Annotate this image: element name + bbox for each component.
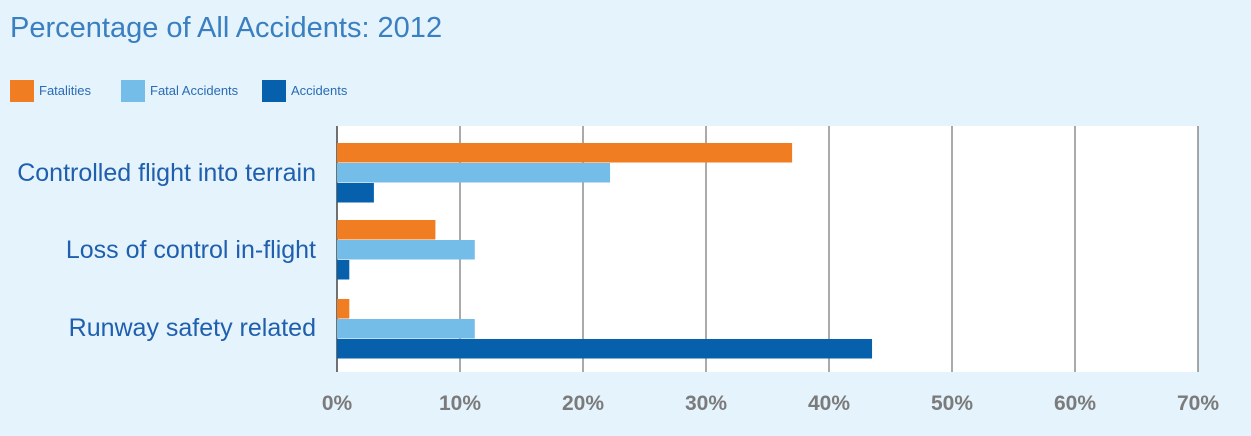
x-tick-label: 30%	[685, 392, 727, 415]
x-tick-label: 20%	[562, 392, 604, 415]
x-tick-label: 40%	[808, 392, 850, 415]
x-axis-ticks: 0% 10% 20% 30% 40% 50% 60% 70%	[322, 392, 1220, 415]
category-labels: Controlled flight into terrain Loss of co…	[17, 159, 316, 342]
legend-label: Fatal Accidents	[150, 83, 239, 98]
legend: Fatalities Fatal Accidents Accidents	[10, 80, 348, 102]
bar	[337, 183, 374, 203]
bar	[337, 299, 350, 319]
legend-label: Fatalities	[39, 83, 92, 98]
x-tick-label: 0%	[322, 392, 353, 415]
x-tick-label: 70%	[1177, 392, 1219, 415]
legend-swatch	[10, 80, 34, 102]
category-label: Loss of control in-flight	[66, 236, 316, 264]
legend-swatch	[262, 80, 286, 102]
bar	[337, 220, 436, 240]
bar	[337, 319, 475, 339]
bar	[337, 143, 793, 163]
chart-title: Percentage of All Accidents: 2012	[10, 12, 442, 44]
x-tick-label: 10%	[439, 392, 481, 415]
legend-swatch	[121, 80, 145, 102]
bars	[337, 143, 873, 359]
bar	[337, 260, 350, 280]
bar	[337, 240, 475, 260]
bar	[337, 339, 873, 359]
x-tick-label: 50%	[931, 392, 973, 415]
legend-label: Accidents	[291, 83, 348, 98]
category-label: Controlled flight into terrain	[17, 159, 316, 187]
category-label: Runway safety related	[69, 314, 316, 342]
bar	[337, 163, 611, 183]
x-tick-label: 60%	[1054, 392, 1096, 415]
